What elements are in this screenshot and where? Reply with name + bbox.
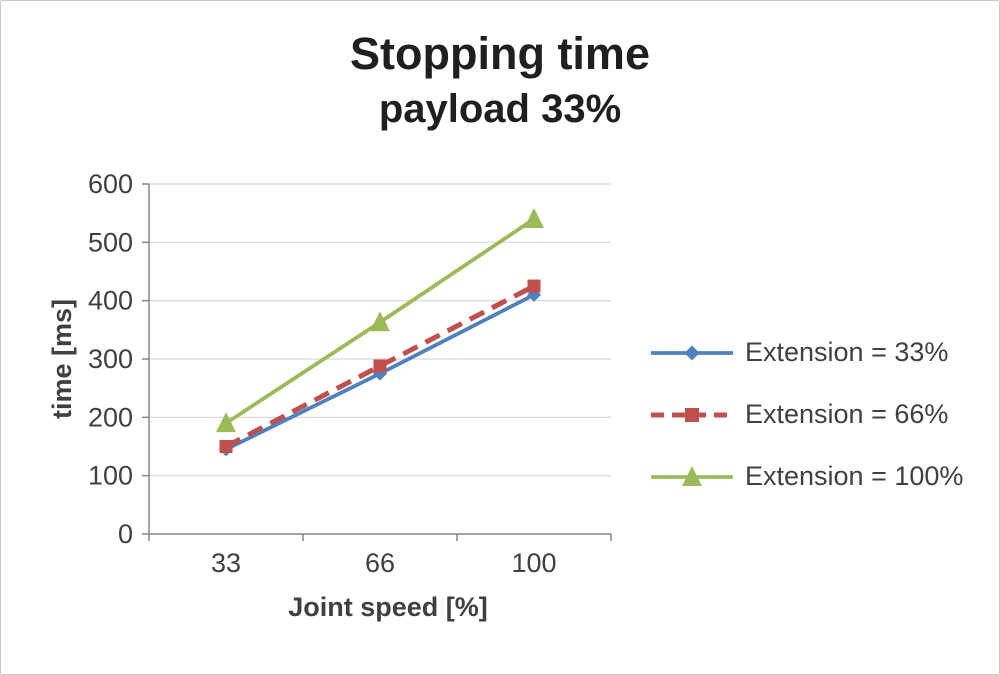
marker-triangle-icon [370,311,390,332]
y-tick-label: 400 [88,286,133,316]
legend-sample-square-icon [651,407,733,422]
y-tick-label: 300 [88,344,133,374]
y-axis-title: time [ms] [47,299,77,419]
marker-square-icon [685,407,699,422]
chart-title: Stopping time [350,28,650,79]
marker-triangle-icon [682,465,702,486]
plot-area: 0 100 200 300 400 500 600 33 66 100 Joint speed [%… [47,169,612,622]
legend-item-extension-66: Extension = 66% [649,399,963,430]
legend-item-extension-100: Extension = 100% [649,461,963,492]
chart-title-block: Stopping time payload 33% [1,29,999,131]
marker-square-icon [219,440,233,453]
marker-square-icon [373,359,387,373]
x-axis-title: Joint speed [%] [288,592,488,622]
y-tick-label: 500 [88,227,133,257]
marker-triangle-icon [216,412,236,433]
marker-square-icon [527,279,541,293]
y-tick-label: 100 [88,461,133,491]
x-tick-label: 66 [365,548,395,578]
series-line [224,283,536,449]
legend-item-extension-33: Extension = 33% [649,337,963,368]
legend-label-extension-66: Extension = 66% [745,399,949,429]
y-tick-label: 200 [88,402,133,432]
marker-triangle-icon [524,208,544,228]
chart-subtitle: payload 33% [378,86,622,131]
marker-diamond-icon [373,366,387,381]
legend-sample-diamond-icon [651,345,733,360]
legend: Extension = 33% Extension = 66% Extensio… [649,337,963,492]
x-tick-label: 33 [211,548,241,578]
marker-diamond-icon [527,287,541,302]
legend-sample-triangle-icon [651,465,733,486]
legend-label-extension-33: Extension = 33% [745,337,949,367]
y-tick-label: 600 [88,169,133,199]
y-tick-label: 0 [118,519,133,549]
marker-diamond-icon [684,345,700,360]
legend-label-extension-100: Extension = 100% [745,461,964,491]
x-tick-label: 100 [511,548,556,578]
